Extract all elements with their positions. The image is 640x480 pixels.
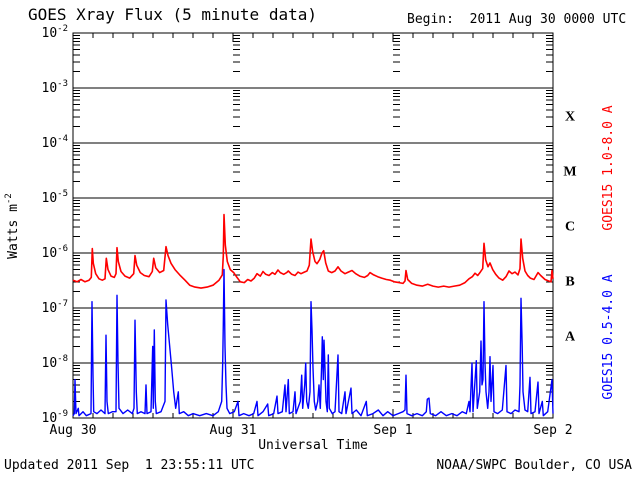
- x-tick-label: Aug 31: [210, 423, 257, 438]
- x-axis-title: Universal Time: [258, 438, 368, 453]
- satellite-label-long: GOES15 1.0-8.0 A: [601, 105, 616, 230]
- y-axis-title: Watts m-2: [4, 193, 21, 259]
- satellite-label-short: GOES15 0.5-4.0 A: [601, 274, 616, 399]
- updated-timestamp: Updated 2011 Sep 1 23:55:11 UTC: [4, 458, 255, 473]
- x-tick-label: Sep 1: [373, 423, 412, 438]
- y-tick-label: 10-5: [42, 189, 69, 206]
- y-tick-label: 10-9: [42, 409, 69, 426]
- y-tick-label: 10-3: [42, 79, 69, 96]
- x-tick-label: Aug 30: [50, 423, 97, 438]
- y-tick-label: 10-8: [42, 354, 69, 371]
- begin-time-label: Begin: 2011 Aug 30 0000 UTC: [407, 12, 627, 27]
- y-tick-label: 10-6: [42, 244, 69, 261]
- y-tick-label: 10-4: [42, 134, 69, 151]
- flare-class-label: C: [565, 220, 575, 235]
- xray-long-series: [72, 213, 554, 289]
- x-tick-label: Sep 2: [533, 423, 572, 438]
- plot-frame: [72, 32, 554, 419]
- flare-class-label: X: [565, 110, 575, 125]
- y-tick-label: 10-2: [42, 24, 69, 41]
- y-tick-label: 10-7: [42, 299, 69, 316]
- flare-class-label: A: [565, 330, 576, 345]
- xray-short-series: [72, 268, 554, 417]
- source-credit: NOAA/SWPC Boulder, CO USA: [436, 458, 632, 473]
- chart-title: GOES Xray Flux (5 minute data): [28, 5, 317, 24]
- flare-class-label: M: [563, 165, 576, 180]
- flare-class-label: B: [565, 275, 574, 290]
